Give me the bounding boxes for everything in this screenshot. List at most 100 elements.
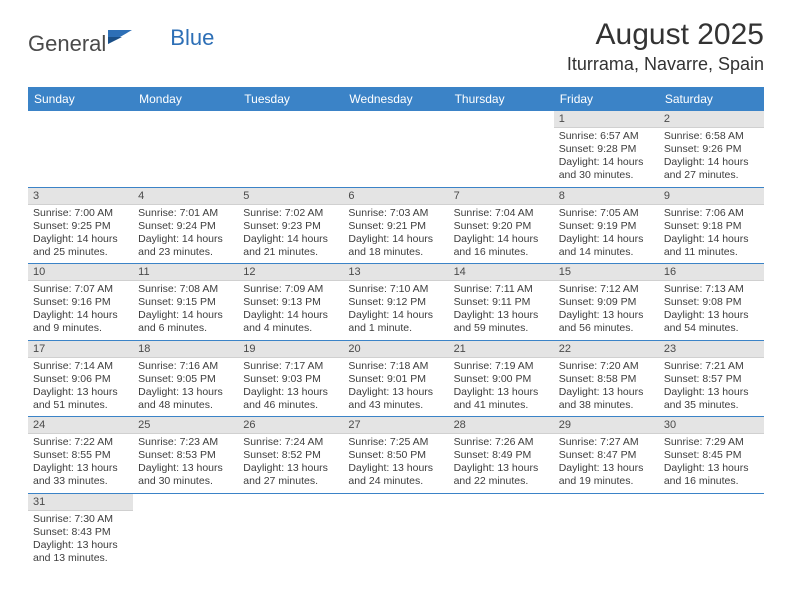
day-number: 20 xyxy=(343,341,448,358)
day-cell: 19Sunrise: 7:17 AMSunset: 9:03 PMDayligh… xyxy=(238,340,343,417)
daylight-line2: and 23 minutes. xyxy=(138,246,233,259)
day-number: 1 xyxy=(554,111,659,128)
sunrise-text: Sunrise: 7:00 AM xyxy=(33,207,128,220)
sunset-text: Sunset: 9:06 PM xyxy=(33,373,128,386)
sunset-text: Sunset: 9:19 PM xyxy=(559,220,654,233)
day-cell: 13Sunrise: 7:10 AMSunset: 9:12 PMDayligh… xyxy=(343,264,448,341)
daylight-line2: and 4 minutes. xyxy=(243,322,338,335)
sunrise-text: Sunrise: 7:23 AM xyxy=(138,436,233,449)
day-body: Sunrise: 7:17 AMSunset: 9:03 PMDaylight:… xyxy=(238,358,343,417)
sunset-text: Sunset: 9:25 PM xyxy=(33,220,128,233)
daylight-line1: Daylight: 13 hours xyxy=(454,386,549,399)
sunrise-text: Sunrise: 7:10 AM xyxy=(348,283,443,296)
day-cell xyxy=(449,493,554,569)
daylight-line2: and 54 minutes. xyxy=(664,322,759,335)
day-body: Sunrise: 7:12 AMSunset: 9:09 PMDaylight:… xyxy=(554,281,659,340)
day-cell xyxy=(449,111,554,187)
daylight-line2: and 27 minutes. xyxy=(243,475,338,488)
daylight-line2: and 18 minutes. xyxy=(348,246,443,259)
daylight-line1: Daylight: 14 hours xyxy=(33,233,128,246)
day-number: 25 xyxy=(133,417,238,434)
sunrise-text: Sunrise: 7:12 AM xyxy=(559,283,654,296)
sunset-text: Sunset: 8:57 PM xyxy=(664,373,759,386)
day-header: Saturday xyxy=(659,87,764,111)
day-body: Sunrise: 6:58 AMSunset: 9:26 PMDaylight:… xyxy=(659,128,764,187)
sunset-text: Sunset: 9:13 PM xyxy=(243,296,338,309)
day-number: 28 xyxy=(449,417,554,434)
day-number: 24 xyxy=(28,417,133,434)
daylight-line1: Daylight: 13 hours xyxy=(33,462,128,475)
week-row: 24Sunrise: 7:22 AMSunset: 8:55 PMDayligh… xyxy=(28,417,764,494)
daylight-line1: Daylight: 13 hours xyxy=(664,462,759,475)
title-block: August 2025 Iturrama, Navarre, Spain xyxy=(567,18,764,75)
daylight-line2: and 35 minutes. xyxy=(664,399,759,412)
sunset-text: Sunset: 9:28 PM xyxy=(559,143,654,156)
daylight-line1: Daylight: 14 hours xyxy=(243,233,338,246)
day-body: Sunrise: 7:19 AMSunset: 9:00 PMDaylight:… xyxy=(449,358,554,417)
sunrise-text: Sunrise: 7:13 AM xyxy=(664,283,759,296)
month-title: August 2025 xyxy=(567,18,764,52)
daylight-line2: and 16 minutes. xyxy=(454,246,549,259)
day-cell: 9Sunrise: 7:06 AMSunset: 9:18 PMDaylight… xyxy=(659,187,764,264)
sunset-text: Sunset: 9:21 PM xyxy=(348,220,443,233)
day-number: 3 xyxy=(28,188,133,205)
daylight-line1: Daylight: 13 hours xyxy=(138,386,233,399)
sunrise-text: Sunrise: 7:02 AM xyxy=(243,207,338,220)
day-body: Sunrise: 7:29 AMSunset: 8:45 PMDaylight:… xyxy=(659,434,764,493)
day-cell: 29Sunrise: 7:27 AMSunset: 8:47 PMDayligh… xyxy=(554,417,659,494)
daylight-line1: Daylight: 13 hours xyxy=(664,386,759,399)
day-number: 18 xyxy=(133,341,238,358)
sunset-text: Sunset: 8:50 PM xyxy=(348,449,443,462)
week-row: 10Sunrise: 7:07 AMSunset: 9:16 PMDayligh… xyxy=(28,264,764,341)
daylight-line1: Daylight: 14 hours xyxy=(664,156,759,169)
sunset-text: Sunset: 8:55 PM xyxy=(33,449,128,462)
sunset-text: Sunset: 8:45 PM xyxy=(664,449,759,462)
logo: General Blue xyxy=(28,28,214,59)
daylight-line1: Daylight: 14 hours xyxy=(138,233,233,246)
sunrise-text: Sunrise: 7:27 AM xyxy=(559,436,654,449)
day-number: 15 xyxy=(554,264,659,281)
week-row: 17Sunrise: 7:14 AMSunset: 9:06 PMDayligh… xyxy=(28,340,764,417)
sunset-text: Sunset: 9:09 PM xyxy=(559,296,654,309)
day-body: Sunrise: 7:05 AMSunset: 9:19 PMDaylight:… xyxy=(554,205,659,264)
day-number: 5 xyxy=(238,188,343,205)
daylight-line2: and 1 minute. xyxy=(348,322,443,335)
sunrise-text: Sunrise: 7:05 AM xyxy=(559,207,654,220)
day-cell: 26Sunrise: 7:24 AMSunset: 8:52 PMDayligh… xyxy=(238,417,343,494)
daylight-line2: and 38 minutes. xyxy=(559,399,654,412)
day-header: Tuesday xyxy=(238,87,343,111)
day-number: 22 xyxy=(554,341,659,358)
sunrise-text: Sunrise: 7:03 AM xyxy=(348,207,443,220)
daylight-line2: and 6 minutes. xyxy=(138,322,233,335)
location: Iturrama, Navarre, Spain xyxy=(567,54,764,75)
day-number: 30 xyxy=(659,417,764,434)
daylight-line1: Daylight: 14 hours xyxy=(559,233,654,246)
daylight-line2: and 22 minutes. xyxy=(454,475,549,488)
day-cell: 22Sunrise: 7:20 AMSunset: 8:58 PMDayligh… xyxy=(554,340,659,417)
daylight-line1: Daylight: 14 hours xyxy=(33,309,128,322)
daylight-line1: Daylight: 13 hours xyxy=(348,462,443,475)
day-body: Sunrise: 7:30 AMSunset: 8:43 PMDaylight:… xyxy=(28,511,133,570)
sunrise-text: Sunrise: 7:30 AM xyxy=(33,513,128,526)
day-body: Sunrise: 7:22 AMSunset: 8:55 PMDaylight:… xyxy=(28,434,133,493)
sunset-text: Sunset: 8:58 PM xyxy=(559,373,654,386)
sunset-text: Sunset: 9:00 PM xyxy=(454,373,549,386)
daylight-line2: and 30 minutes. xyxy=(559,169,654,182)
day-body: Sunrise: 7:20 AMSunset: 8:58 PMDaylight:… xyxy=(554,358,659,417)
daylight-line2: and 43 minutes. xyxy=(348,399,443,412)
day-body: Sunrise: 7:03 AMSunset: 9:21 PMDaylight:… xyxy=(343,205,448,264)
day-cell: 16Sunrise: 7:13 AMSunset: 9:08 PMDayligh… xyxy=(659,264,764,341)
day-cell: 1Sunrise: 6:57 AMSunset: 9:28 PMDaylight… xyxy=(554,111,659,187)
day-cell xyxy=(28,111,133,187)
day-body: Sunrise: 7:00 AMSunset: 9:25 PMDaylight:… xyxy=(28,205,133,264)
daylight-line2: and 9 minutes. xyxy=(33,322,128,335)
day-number: 12 xyxy=(238,264,343,281)
daylight-line2: and 51 minutes. xyxy=(33,399,128,412)
day-cell: 18Sunrise: 7:16 AMSunset: 9:05 PMDayligh… xyxy=(133,340,238,417)
daylight-line2: and 59 minutes. xyxy=(454,322,549,335)
daylight-line1: Daylight: 13 hours xyxy=(454,309,549,322)
sunset-text: Sunset: 9:01 PM xyxy=(348,373,443,386)
sunrise-text: Sunrise: 7:18 AM xyxy=(348,360,443,373)
day-number: 21 xyxy=(449,341,554,358)
week-row: 1Sunrise: 6:57 AMSunset: 9:28 PMDaylight… xyxy=(28,111,764,187)
